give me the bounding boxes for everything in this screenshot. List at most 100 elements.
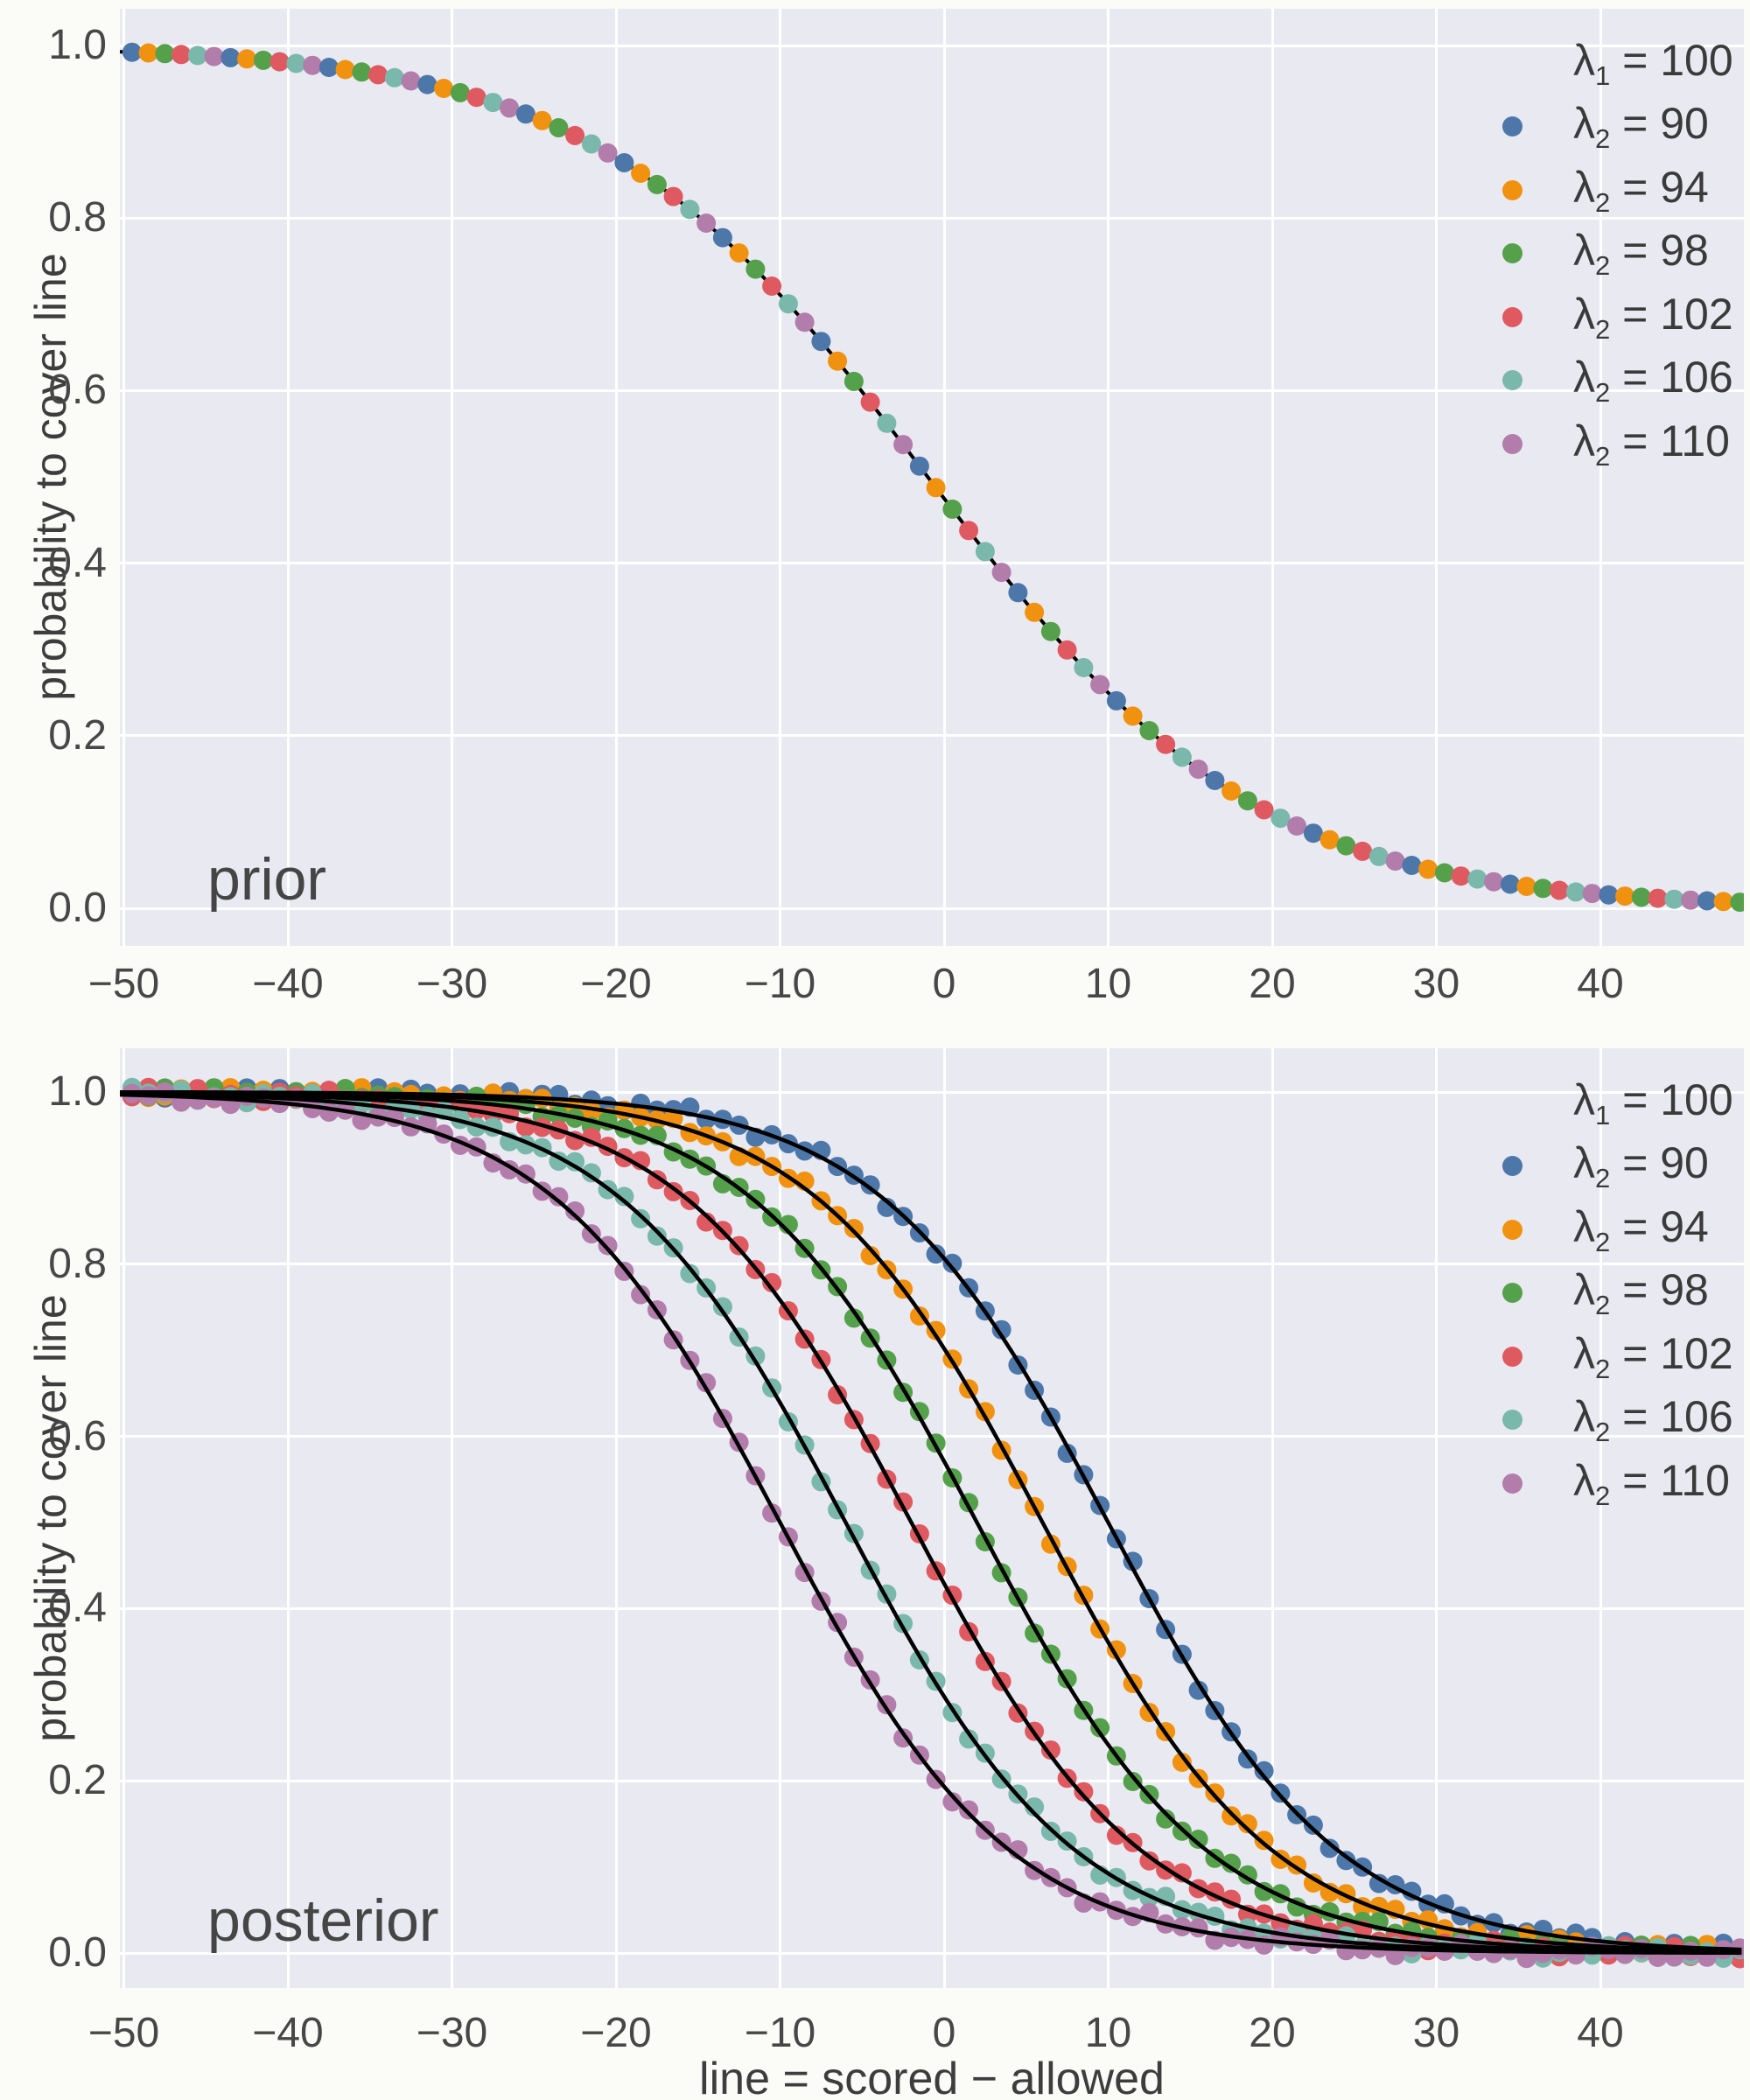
prior-data-point: [1582, 884, 1602, 904]
fit-line: [120, 1090, 1742, 1954]
prior-data-point: [434, 79, 454, 98]
vertical-gridline: [779, 1048, 781, 1988]
posterior-data-point-red: [1139, 1851, 1159, 1871]
prior-data-point: [1090, 675, 1110, 695]
posterior-data-point-purple: [959, 1800, 979, 1820]
posterior-x-tick-label: −10: [744, 2010, 816, 2056]
prior-curves: [120, 42, 1744, 913]
posterior-data-point-purple: [318, 1102, 339, 1122]
prior-data-point: [1106, 690, 1126, 710]
legend-label: λ2 = 90: [1573, 1138, 1709, 1194]
posterior-data-point-teal: [565, 1152, 585, 1172]
horizontal-gridline: [120, 734, 1744, 738]
red-legend-marker-icon: [1502, 1346, 1522, 1367]
posterior-data-point-orange: [844, 1219, 864, 1238]
prior-data-point: [1615, 886, 1635, 906]
legend-row: λ2 = 106: [1502, 1388, 1733, 1451]
horizontal-gridline: [120, 216, 1744, 220]
posterior-data-point-purple: [549, 1186, 569, 1207]
prior-annotation: prior: [207, 846, 327, 913]
prior-data-point: [515, 104, 536, 124]
prior-data-point: [893, 435, 914, 455]
prior-data-point: [1336, 836, 1356, 856]
prior-data-point: [926, 478, 946, 498]
posterior-data-point-green: [1222, 1853, 1242, 1873]
posterior-x-tick-label: 0: [932, 2010, 956, 2056]
legend-label: λ2 = 98: [1573, 1264, 1709, 1320]
posterior-data-point-red: [762, 1272, 782, 1292]
posterior-data-point-purple: [303, 1099, 323, 1118]
prior-data-point: [1500, 874, 1520, 894]
vertical-gridline: [1107, 1048, 1110, 1988]
prior-data-point: [253, 50, 273, 70]
vertical-gridline: [1599, 1048, 1602, 1988]
legend-row: λ2 = 110: [1502, 412, 1730, 475]
blue-legend-marker-icon: [1502, 116, 1522, 136]
legend-label: λ2 = 90: [1573, 98, 1709, 154]
prior-data-point: [187, 46, 207, 66]
prior-data-point: [500, 98, 520, 118]
prior-data-point: [598, 143, 618, 163]
posterior-data-point-orange: [860, 1245, 880, 1265]
teal-legend-marker-icon: [1502, 1409, 1522, 1430]
prior-data-point: [1237, 791, 1257, 811]
posterior-data-point-blue: [1368, 1873, 1389, 1894]
posterior-data-point-red: [1040, 1740, 1060, 1760]
posterior-data-point-orange: [1172, 1753, 1192, 1772]
prior-data-point: [1550, 880, 1570, 900]
prior-data-point: [647, 174, 667, 194]
prior-data-point: [1730, 892, 1744, 913]
prior-data-point: [746, 259, 766, 279]
prior-data-point: [1172, 747, 1192, 767]
horizontal-gridline: [120, 1263, 1744, 1266]
prior-plot-area: prior λ1 = 100 λ2 = 90 λ2 = 94 λ2 = 98 λ2 = 1…: [120, 9, 1744, 946]
posterior-data-point-green: [844, 1308, 864, 1328]
legend-row: λ2 = 94: [1502, 158, 1709, 221]
prior-data-point: [1057, 640, 1077, 660]
prior-data-point: [466, 88, 486, 108]
vertical-gridline: [1270, 1048, 1274, 1988]
prior-data-point: [631, 164, 651, 183]
vertical-gridline: [451, 9, 453, 946]
prior-data-point: [155, 44, 175, 64]
vertical-gridline: [1599, 9, 1602, 946]
prior-data-point: [1303, 823, 1323, 844]
posterior-data-point-red: [696, 1212, 717, 1232]
legend-label: λ2 = 110: [1573, 1455, 1730, 1511]
prior-data-point: [1599, 885, 1619, 905]
posterior-data-point-purple: [942, 1792, 962, 1812]
prior-data-point: [1664, 889, 1684, 909]
red-legend-marker-icon: [1502, 306, 1522, 327]
prior-x-tick-label: −50: [88, 961, 160, 1007]
prior-data-point: [959, 521, 979, 541]
prior-y-tick-label: 1.0: [48, 22, 107, 68]
posterior-plot-area: posterior λ1 = 100 λ2 = 90 λ2 = 94 λ2 = 98 λ2…: [120, 1048, 1744, 1988]
prior-data-point: [1188, 760, 1208, 780]
posterior-data-point-green: [1156, 1809, 1176, 1829]
posterior-data-point-orange: [1320, 1882, 1340, 1902]
legend-row: λ2 = 98: [1502, 1261, 1709, 1324]
prior-data-point: [1287, 816, 1307, 836]
posterior-data-point-teal: [581, 1163, 601, 1183]
vertical-gridline: [614, 9, 618, 946]
vertical-gridline: [1270, 9, 1274, 946]
vertical-gridline: [614, 1048, 618, 1988]
prior-data-point: [1222, 781, 1242, 801]
posterior-data-point-blue: [1254, 1760, 1274, 1781]
prior-data-point: [696, 214, 717, 233]
prior-data-point: [1123, 706, 1143, 726]
prior-data-point: [811, 332, 831, 352]
legend-label: λ2 = 102: [1573, 289, 1733, 345]
prior-x-tick-label: 10: [1084, 961, 1132, 1007]
prior-data-point: [909, 456, 929, 476]
vertical-gridline: [1435, 1048, 1438, 1988]
prior-data-point: [384, 67, 404, 88]
horizontal-gridline: [120, 1090, 1744, 1094]
prior-data-point: [1074, 658, 1094, 677]
prior-data-point: [1648, 888, 1668, 908]
teal-legend-marker-icon: [1502, 369, 1522, 390]
vertical-gridline: [122, 1048, 125, 1988]
prior-y-axis-label: probability to cover line: [26, 253, 75, 701]
posterior-x-tick-label: −20: [580, 2010, 652, 2056]
